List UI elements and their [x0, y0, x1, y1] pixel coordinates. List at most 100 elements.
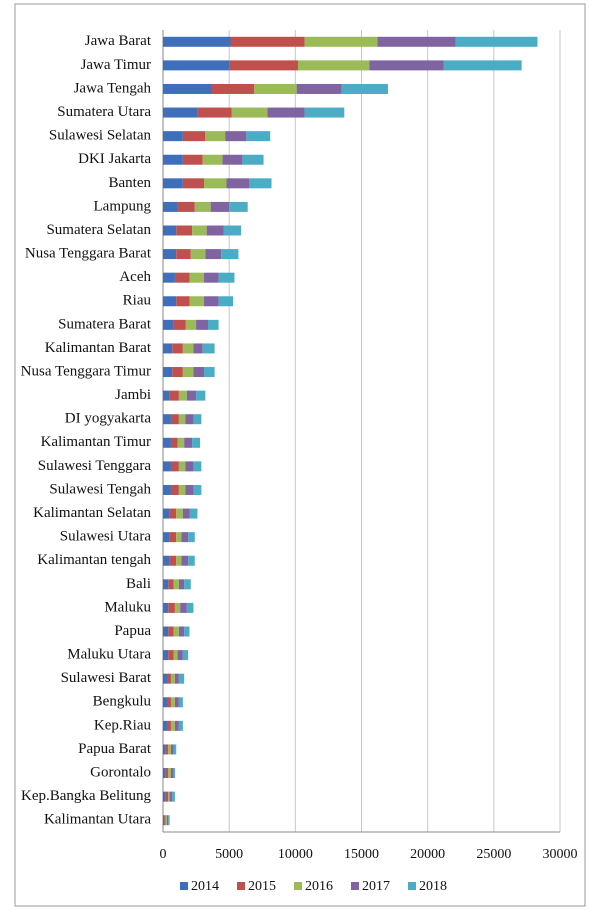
bar-segment — [164, 815, 166, 826]
y-tick-label: Sulawesi Utara — [60, 529, 152, 545]
y-tick-label: Kalimantan Timur — [41, 434, 151, 450]
y-tick-label: Kalimantan Selatan — [33, 505, 151, 521]
bar-segment — [189, 272, 205, 283]
bar-segment — [178, 626, 185, 637]
bar-segment — [186, 390, 197, 401]
bar-segment — [163, 36, 231, 47]
bar-segment — [169, 555, 177, 566]
bar-segment — [163, 437, 171, 448]
y-tick-label: Papua Barat — [78, 741, 152, 757]
bar-segment — [267, 107, 305, 118]
bar-segment — [163, 791, 166, 802]
y-tick-label: DKI Jakarta — [78, 151, 151, 167]
bar-segment — [184, 579, 191, 590]
bar-segment — [170, 484, 179, 495]
y-tick-label: Papua — [114, 623, 151, 639]
bar-segment — [185, 461, 194, 472]
bar-segment — [165, 744, 169, 755]
bar-segment — [204, 272, 219, 283]
bar-segment — [205, 131, 226, 142]
bar-segment — [223, 225, 242, 236]
x-tick-label: 15000 — [344, 847, 379, 862]
frame — [14, 3, 586, 907]
bar-segment — [174, 673, 179, 684]
bar-segment — [202, 154, 223, 165]
y-tick-label: Bali — [126, 576, 151, 592]
y-tick-label: Nusa Tenggara Timur — [21, 363, 151, 379]
y-tick-label: Sumatera Selatan — [46, 222, 151, 238]
bar-segment — [186, 602, 194, 613]
bar-segment — [178, 484, 186, 495]
bar-segment — [193, 343, 203, 354]
bar-segment — [163, 249, 177, 260]
y-tick-label: Sulawesi Selatan — [49, 128, 152, 144]
bar-segment — [231, 107, 268, 118]
bar-segment — [168, 579, 174, 590]
bar-segment — [180, 602, 187, 613]
y-tick-label: Sulawesi Tenggara — [38, 458, 152, 474]
bar-segment — [163, 131, 183, 142]
bar-segment — [178, 579, 185, 590]
bar-segment — [173, 579, 179, 590]
y-tick-label: Jawa Barat — [85, 33, 152, 49]
bar-segment — [163, 178, 183, 189]
bar-segment — [455, 36, 538, 47]
bar-segment — [246, 131, 271, 142]
bar-segment — [182, 343, 194, 354]
bar-segment — [181, 555, 189, 566]
bar-segment — [176, 225, 193, 236]
bar-segment — [163, 461, 171, 472]
bar-segment — [170, 414, 179, 425]
bar-segment — [178, 390, 187, 401]
y-tick-label: DI yogyakarta — [65, 411, 152, 427]
bar-segment — [163, 602, 169, 613]
bar-segment — [163, 697, 167, 708]
bar-segment — [178, 673, 185, 684]
bar-segment — [196, 390, 206, 401]
bar-segment — [242, 154, 264, 165]
bar-segment — [304, 107, 345, 118]
bar-segment — [182, 178, 205, 189]
x-tick-label: 20000 — [410, 847, 445, 862]
bar-segment — [174, 272, 190, 283]
bar-segment — [178, 461, 186, 472]
bar-segment — [166, 673, 171, 684]
x-tick-label: 10000 — [278, 847, 313, 862]
bar-segment — [188, 555, 195, 566]
bar-segment — [189, 508, 198, 519]
y-tick-label: Jawa Timur — [81, 57, 151, 73]
bar-segment — [204, 296, 219, 307]
bar-segment — [170, 461, 179, 472]
legend-swatch — [237, 882, 245, 890]
legend-label: 2015 — [248, 879, 276, 894]
bar-segment — [174, 602, 181, 613]
bar-segment — [182, 367, 194, 378]
y-tick-label: Jambi — [115, 387, 151, 403]
bar-segment — [341, 83, 388, 94]
bar-segment — [176, 532, 182, 543]
y-tick-label: Aceh — [119, 269, 151, 285]
x-tick-label: 0 — [160, 847, 167, 862]
bar-segment — [182, 131, 206, 142]
bar-segment — [173, 768, 175, 779]
bar-segment — [169, 508, 177, 519]
bar-segment — [169, 390, 179, 401]
bar-segment — [176, 296, 190, 307]
bar-segment — [163, 414, 171, 425]
y-tick-label: Maluku — [104, 599, 151, 615]
legend-label: 2016 — [305, 879, 333, 894]
bar-segment — [229, 201, 248, 212]
y-tick-label: Jawa Tengah — [74, 80, 152, 96]
y-tick-label: Kep.Bangka Belitung — [21, 788, 151, 804]
bar-segment — [204, 367, 215, 378]
bar-segment — [165, 768, 169, 779]
y-tick-label: Bengkulu — [93, 694, 152, 710]
bar-segment — [168, 650, 174, 661]
bar-segment — [443, 60, 522, 71]
bar-segment — [222, 154, 243, 165]
bar-segment — [173, 650, 178, 661]
bar-segment — [163, 744, 166, 755]
bar-segment — [182, 508, 190, 519]
y-tick-label: Kalimantan Utara — [44, 812, 151, 828]
